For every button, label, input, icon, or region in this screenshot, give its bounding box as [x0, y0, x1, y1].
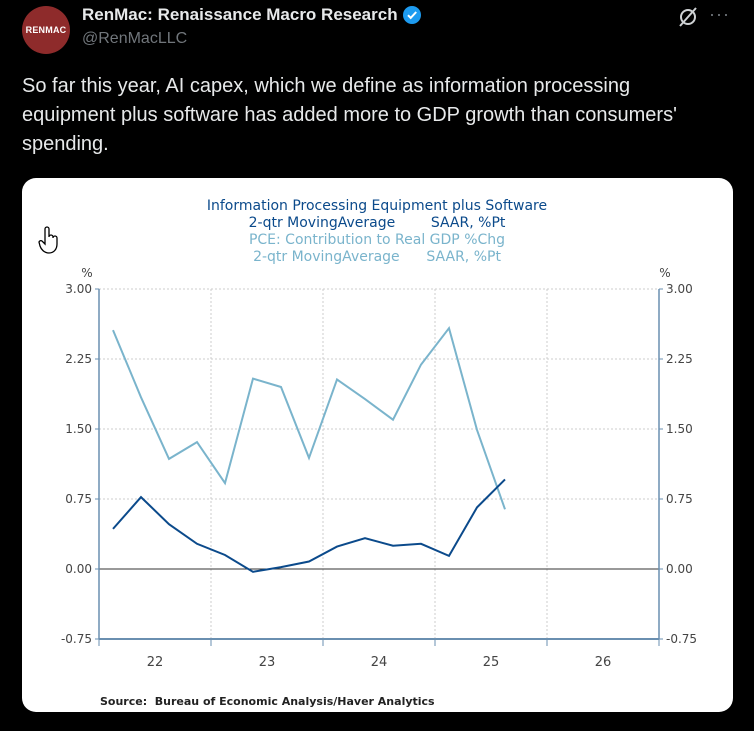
- y-tick-label-right: 2.25: [666, 352, 693, 366]
- y-tick-label-left: 0.00: [65, 562, 92, 576]
- y-tick-label-right: 3.00: [666, 282, 693, 296]
- tweet-text: So far this year, AI capex, which we def…: [22, 75, 677, 155]
- y-axis-unit-right: %: [659, 266, 670, 280]
- x-tick-label: 26: [595, 655, 612, 670]
- y-axis-unit-left: %: [81, 266, 92, 280]
- chart-title-line: 2-qtr MovingAverage SAAR, %Pt: [249, 215, 506, 231]
- avatar[interactable]: RENMAC: [22, 6, 70, 54]
- grok-icon[interactable]: [677, 6, 699, 28]
- x-tick-label: 24: [371, 655, 388, 670]
- chart-title-line: 2-qtr MovingAverage SAAR, %Pt: [253, 249, 501, 265]
- y-tick-label-left: 3.00: [65, 282, 92, 296]
- display-name[interactable]: RenMac: Renaissance Macro Research: [82, 5, 422, 25]
- more-icon[interactable]: ···: [709, 4, 730, 24]
- y-tick-label-right: 1.50: [666, 422, 693, 436]
- x-tick-label: 25: [483, 655, 500, 670]
- chart-source: Source: Bureau of Economic Analysis/Have…: [100, 695, 435, 708]
- user-handle[interactable]: @RenMacLLC: [82, 30, 188, 47]
- chart: Information Processing Equipment plus So…: [61, 198, 697, 708]
- y-tick-label-left: 0.75: [65, 492, 92, 506]
- y-tick-label-right: -0.75: [666, 632, 697, 646]
- series-line-pce: [112, 325, 506, 510]
- y-tick-label-left: -0.75: [61, 632, 92, 646]
- avatar-logo-text: RENMAC: [25, 25, 67, 35]
- display-name-text: RenMac: Renaissance Macro Research: [82, 5, 398, 24]
- hand-cursor-icon: [38, 226, 58, 254]
- chart-title-line: PCE: Contribution to Real GDP %Chg: [249, 232, 505, 248]
- x-tick-label: 23: [259, 655, 276, 670]
- series-line-info-processing: [112, 478, 506, 573]
- y-tick-label-left: 1.50: [65, 422, 92, 436]
- y-tick-label-left: 2.25: [65, 352, 92, 366]
- chart-title-line: Information Processing Equipment plus So…: [207, 198, 547, 214]
- y-tick-label-right: 0.00: [666, 562, 693, 576]
- verified-badge-icon: [402, 6, 421, 24]
- x-tick-label: 22: [147, 655, 164, 670]
- y-tick-label-right: 0.75: [666, 492, 693, 506]
- chart-image[interactable]: Information Processing Equipment plus So…: [22, 178, 733, 712]
